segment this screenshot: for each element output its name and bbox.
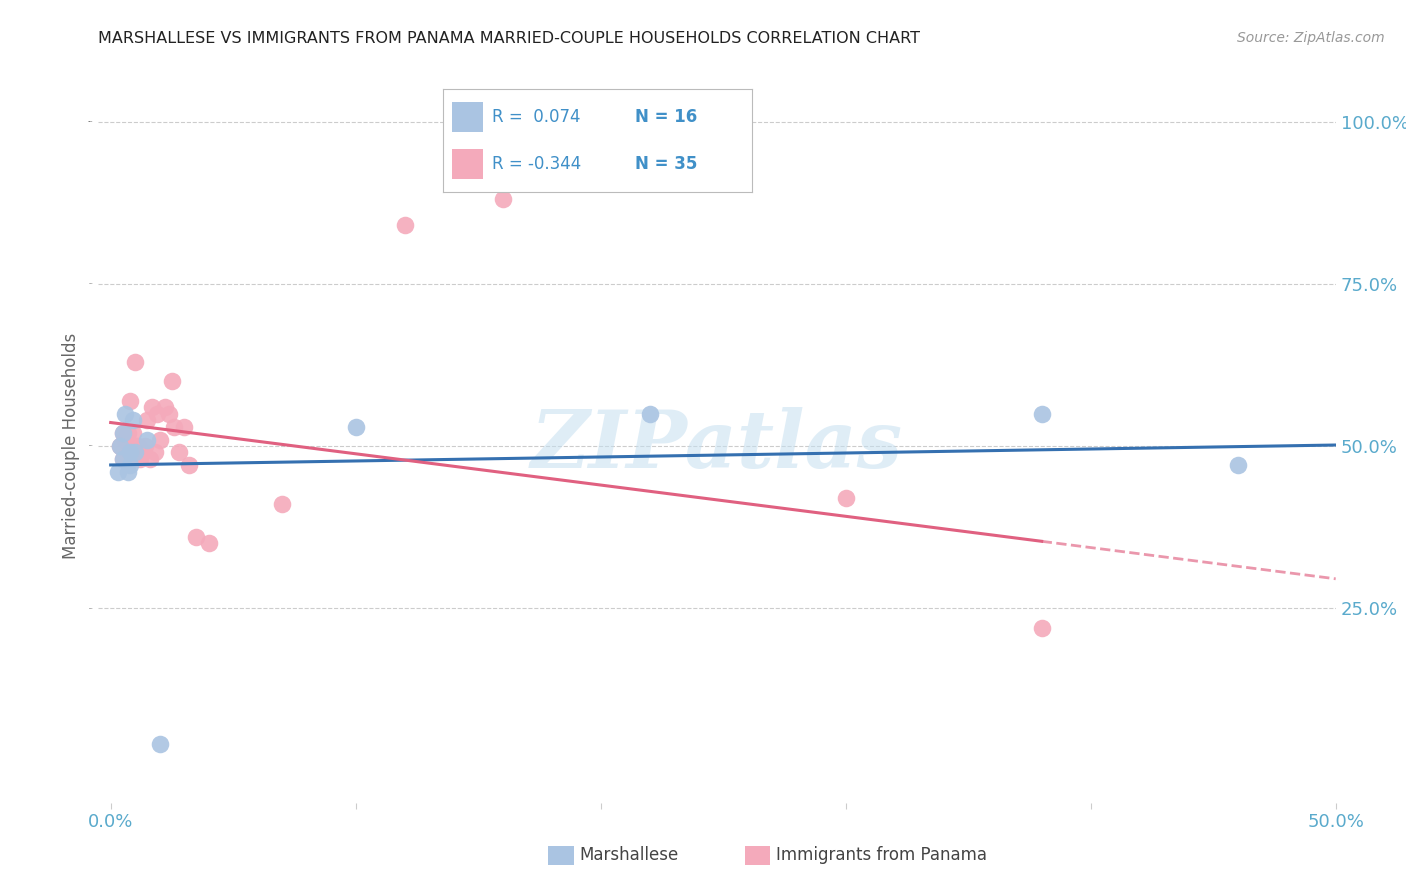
Text: MARSHALLESE VS IMMIGRANTS FROM PANAMA MARRIED-COUPLE HOUSEHOLDS CORRELATION CHAR: MARSHALLESE VS IMMIGRANTS FROM PANAMA MA… bbox=[98, 31, 921, 46]
Point bbox=[120, 445, 142, 459]
Point bbox=[134, 439, 156, 453]
Point bbox=[159, 407, 181, 421]
Point bbox=[141, 400, 163, 414]
Point bbox=[160, 374, 183, 388]
Point bbox=[177, 458, 200, 473]
Point bbox=[121, 413, 143, 427]
Text: Source: ZipAtlas.com: Source: ZipAtlas.com bbox=[1237, 31, 1385, 45]
Point bbox=[111, 425, 134, 440]
Point bbox=[271, 497, 294, 511]
Point bbox=[1226, 458, 1249, 473]
FancyBboxPatch shape bbox=[453, 149, 484, 179]
Point bbox=[197, 536, 219, 550]
Point bbox=[117, 425, 139, 440]
Point bbox=[149, 433, 172, 447]
Point bbox=[120, 458, 142, 473]
Point bbox=[344, 419, 367, 434]
Point bbox=[110, 439, 132, 453]
Point bbox=[1031, 407, 1053, 421]
Point bbox=[136, 433, 159, 447]
Text: R = -0.344: R = -0.344 bbox=[492, 155, 582, 173]
Point bbox=[173, 419, 195, 434]
Point bbox=[114, 433, 136, 447]
Point bbox=[124, 354, 146, 368]
Point bbox=[110, 439, 132, 453]
Point bbox=[111, 452, 134, 467]
Point bbox=[136, 413, 159, 427]
Point bbox=[121, 425, 143, 440]
Point bbox=[834, 491, 856, 505]
Point bbox=[117, 465, 139, 479]
Point bbox=[111, 425, 134, 440]
Y-axis label: Married-couple Households: Married-couple Households bbox=[62, 333, 80, 559]
Point bbox=[139, 452, 162, 467]
Point bbox=[121, 452, 143, 467]
Text: Immigrants from Panama: Immigrants from Panama bbox=[776, 847, 987, 864]
FancyBboxPatch shape bbox=[453, 102, 484, 132]
Point bbox=[143, 445, 166, 459]
Point bbox=[163, 419, 186, 434]
Text: N = 16: N = 16 bbox=[634, 108, 697, 126]
Point bbox=[120, 393, 142, 408]
Point bbox=[124, 439, 146, 453]
Point bbox=[114, 407, 136, 421]
Point bbox=[129, 452, 152, 467]
Point bbox=[124, 445, 146, 459]
Text: Marshallese: Marshallese bbox=[579, 847, 679, 864]
Point bbox=[492, 193, 515, 207]
Text: ZIPatlas: ZIPatlas bbox=[531, 408, 903, 484]
Point bbox=[107, 465, 129, 479]
Point bbox=[1031, 621, 1053, 635]
Point bbox=[149, 738, 172, 752]
Point bbox=[120, 445, 142, 459]
Point bbox=[638, 407, 661, 421]
Point bbox=[131, 445, 153, 459]
Point bbox=[127, 439, 149, 453]
Point bbox=[394, 219, 416, 233]
Point bbox=[146, 407, 169, 421]
Point bbox=[186, 530, 208, 544]
Point bbox=[153, 400, 176, 414]
Text: N = 35: N = 35 bbox=[634, 155, 697, 173]
Text: R =  0.074: R = 0.074 bbox=[492, 108, 581, 126]
Point bbox=[111, 452, 134, 467]
Point bbox=[169, 445, 191, 459]
